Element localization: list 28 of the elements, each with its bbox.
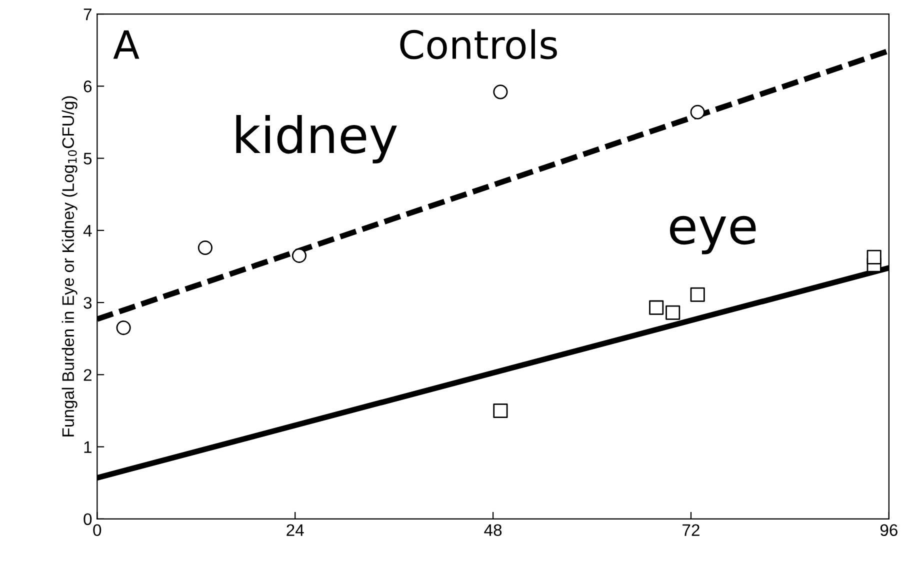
x-tick-label: 72 xyxy=(682,524,700,536)
y-tick-label: 2 xyxy=(84,369,92,381)
y-axis-title: Fungal Burden in Eye or Kidney (Log$_{10}$CFU/g) xyxy=(62,96,78,436)
point xyxy=(866,250,882,264)
x-tick-label: 0 xyxy=(93,524,102,536)
point xyxy=(198,240,212,256)
x-tick-label: 48 xyxy=(484,524,502,536)
annotation: A xyxy=(113,30,140,59)
point xyxy=(116,320,131,336)
y-tick-label: 7 xyxy=(84,8,92,20)
x-tick-label: 24 xyxy=(286,524,304,536)
y-tick-label: 4 xyxy=(83,224,92,236)
annotation: Controls xyxy=(400,29,557,60)
y-tick-label: 0 xyxy=(84,513,92,526)
y-tick-label: 5 xyxy=(84,152,92,164)
point xyxy=(690,104,705,120)
annotation: kidney xyxy=(236,115,397,164)
point xyxy=(690,287,705,302)
y-tick-label: 3 xyxy=(84,296,92,309)
annotation: eye xyxy=(670,216,756,254)
point xyxy=(292,248,307,263)
x-tick-label: 96 xyxy=(880,524,898,536)
point xyxy=(493,403,508,418)
y-tick-label: 1 xyxy=(84,441,92,453)
point xyxy=(666,305,680,320)
point xyxy=(493,84,508,100)
point xyxy=(649,300,664,315)
y-tick-label: 6 xyxy=(84,80,92,92)
